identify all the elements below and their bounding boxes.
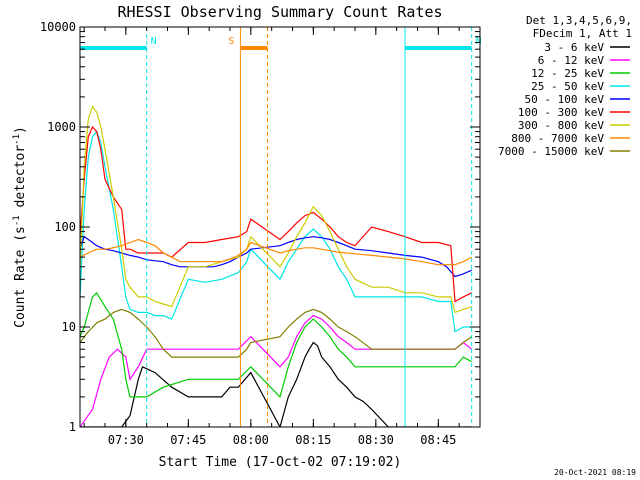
y-tick-label-3: 100 [54,220,76,234]
legend-header-2: FDecim 1, Att 1 [533,27,632,40]
y-tick-label-4: 1000 [47,120,76,134]
series-line-8 [80,238,472,266]
x-tick-label-3: 08:00 [233,433,269,447]
y-tick-label-5: 10000 [40,20,76,34]
annotation-label-3: S [228,36,234,47]
series-line-2 [80,314,473,427]
legend-label-6: 100 - 300 keV [518,106,604,119]
y-tick-label-2: 10 [62,320,76,334]
x-tick-label-5: 08:30 [358,433,394,447]
legend-header-1: Det 1,3,4,5,6,9, [526,14,632,27]
x-tick-label-1: 07:30 [108,433,144,447]
series-line-6 [80,125,472,303]
y-axis-label-sup2: -1 [12,134,22,145]
legend: Det 1,3,4,5,6,9, FDecim 1, Att 1 3 - 6 k… [498,14,632,158]
footer-date: 20-Oct-2021 08:19 [554,468,636,477]
legend-label-9: 7000 - 15000 keV [498,145,604,158]
legend-label-7: 300 - 800 keV [518,119,604,132]
x-axis-label: Start Time (17-Oct-02 07:19:02) [159,455,402,470]
x-tick-label-4: 08:15 [295,433,331,447]
x-axis: 07:30 07:45 08:00 08:15 08:30 08:45 [83,27,460,447]
y-axis: 1 10 100 1000 10000 [40,20,480,434]
legend-label-3: 12 - 25 keV [531,67,604,80]
series-line-3 [80,291,472,399]
legend-label-1: 3 - 6 keV [544,41,604,54]
chart-title: RHESSI Observing Summary Count Rates [117,3,442,21]
series-line-9 [80,308,473,358]
y-axis-label-main: Count Rate (s [13,226,28,328]
series-line-7 [80,105,472,314]
legend-label-4: 25 - 50 keV [531,80,604,93]
series-layer [80,105,473,427]
legend-label-8: 800 - 7000 keV [511,132,604,145]
annotation-label-2: N [476,36,482,47]
y-axis-label-end: ) [13,126,28,134]
series-line-4 [80,130,472,333]
annotation-label-1: N [151,36,157,47]
y-axis-label-mid: detector [13,145,28,216]
y-axis-label-sup1: -1 [12,215,22,226]
y-tick-label-1: 1 [69,420,76,434]
legend-label-2: 6 - 12 keV [538,54,605,67]
y-axis-label: Count Rate (s-1 detector-1) [12,126,28,328]
x-tick-label-6: 08:45 [420,433,456,447]
series-line-5 [80,235,472,278]
legend-label-5: 50 - 100 keV [525,93,605,106]
x-tick-label-2: 07:45 [170,433,206,447]
series-line-1 [80,341,472,427]
